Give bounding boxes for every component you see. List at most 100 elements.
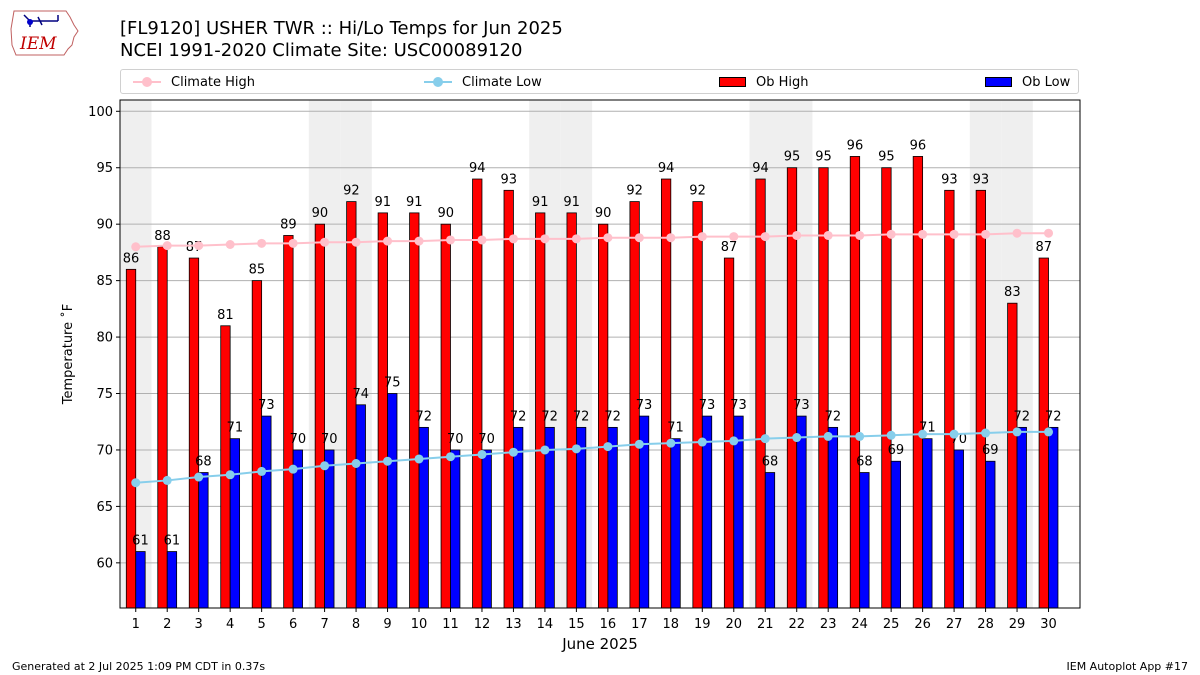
y-tick-label: 65 [96, 500, 113, 515]
y-tick-label: 80 [96, 331, 113, 346]
chart-subtitle: NCEI 1991-2020 Climate Site: USC00089120 [120, 40, 523, 61]
bar-ob-low [166, 551, 178, 609]
ob-high-label: 91 [563, 195, 580, 210]
bar-ob-high [251, 280, 263, 609]
ob-low-label: 70 [478, 432, 495, 447]
climate-low-point [666, 438, 676, 448]
x-tick-label: 21 [757, 617, 774, 632]
bar-ob-high [314, 223, 325, 609]
x-tick-label: 17 [631, 617, 648, 632]
x-tick-label: 30 [1040, 617, 1057, 632]
climate-low-point [225, 470, 235, 480]
bar-ob-low [544, 426, 555, 609]
ob-low-label: 73 [699, 398, 716, 413]
climate-low-point [571, 444, 581, 454]
bar-ob-high [377, 212, 388, 609]
ob-high-label: 88 [154, 229, 171, 244]
bar-ob-low [764, 472, 776, 609]
y-tick-label: 95 [96, 161, 113, 176]
climate-high-point [1044, 228, 1054, 238]
y-axis-label: Temperature ˚F [60, 304, 76, 405]
bar-ob-high [188, 257, 200, 609]
ob-high-label: 93 [973, 172, 990, 187]
x-tick-label: 3 [195, 617, 203, 632]
climate-low-point [760, 434, 770, 444]
climate-high-point [477, 235, 487, 245]
bar-ob-low [1016, 426, 1027, 609]
climate-high-point [131, 242, 141, 252]
bar-ob-high [755, 178, 766, 609]
climate-high-point [981, 229, 991, 239]
bar-ob-low [229, 438, 241, 609]
climate-high-swatch [133, 77, 161, 87]
climate-high-point [414, 236, 424, 246]
ob-low-label: 68 [762, 455, 779, 470]
ob-high-label: 91 [406, 195, 423, 210]
bar-ob-low [355, 404, 366, 609]
bar-ob-high [346, 201, 357, 609]
legend-item-climate-high: Climate High [133, 73, 255, 91]
x-tick-label: 22 [788, 617, 805, 632]
legend-item-ob-high: Ob High [719, 73, 809, 91]
climate-high-point [571, 234, 581, 244]
ob-low-label: 70 [321, 432, 338, 447]
climate-low-point [508, 447, 518, 457]
y-tick-label: 75 [96, 387, 113, 402]
ob-high-label: 93 [500, 172, 517, 187]
bar-ob-low [670, 438, 681, 609]
x-tick-label: 29 [1009, 617, 1026, 632]
bar-ob-high [125, 268, 137, 609]
ob-high-label: 90 [595, 206, 612, 221]
ob-high-label: 87 [721, 240, 738, 255]
ob-high-label: 94 [658, 161, 675, 176]
ob-high-label: 94 [469, 161, 486, 176]
climate-low-point [194, 472, 204, 482]
x-tick-label: 9 [383, 617, 391, 632]
bar-ob-high [944, 189, 955, 609]
ob-low-label: 73 [793, 398, 810, 413]
ob-low-label: 75 [384, 376, 401, 391]
ob-low-label: 72 [1045, 409, 1062, 424]
x-tick-label: 7 [320, 617, 328, 632]
bar-ob-low [890, 460, 901, 609]
bar-ob-low [1048, 426, 1059, 609]
climate-high-line [135, 232, 1049, 248]
climate-high-point [383, 236, 393, 246]
x-tick-label: 24 [851, 617, 868, 632]
climate-low-point [792, 433, 802, 443]
climate-low-point [634, 439, 644, 449]
ob-low-swatch [985, 77, 1012, 87]
climate-high-point [508, 234, 518, 244]
climate-low-point [131, 478, 141, 488]
bar-ob-low [481, 449, 492, 609]
ob-high-label: 95 [784, 150, 801, 165]
ob-high-label: 86 [123, 251, 140, 266]
ob-low-label: 72 [825, 409, 842, 424]
climate-low-point [351, 459, 361, 469]
ob-high-label: 89 [280, 217, 297, 232]
climate-low-swatch [424, 77, 452, 87]
climate-high-point [320, 237, 330, 247]
climate-low-point [288, 464, 298, 474]
bar-ob-low [324, 449, 335, 609]
ob-high-label: 83 [1004, 285, 1021, 300]
footer-generated: Generated at 2 Jul 2025 1:09 PM CDT in 0… [12, 660, 266, 673]
climate-high-point [634, 233, 644, 243]
climate-low-point [981, 428, 991, 438]
x-tick-label: 26 [914, 617, 931, 632]
footer-app: IEM Autoplot App #17 [1066, 660, 1189, 673]
x-tick-label: 13 [505, 617, 522, 632]
iem-logo: IEM [10, 10, 79, 56]
climate-low-point [855, 431, 865, 441]
y-tick-label: 90 [96, 218, 113, 233]
climate-high-point [949, 229, 959, 239]
bar-ob-high [220, 325, 231, 609]
logo-text: IEM [19, 34, 57, 54]
x-tick-label: 14 [537, 617, 554, 632]
ob-low-label: 74 [353, 387, 370, 402]
bar-ob-high [157, 246, 168, 609]
climate-high-point [603, 233, 613, 243]
bar-ob-low [922, 438, 933, 609]
bar-ob-high [660, 178, 672, 609]
climate-low-point [383, 456, 393, 466]
